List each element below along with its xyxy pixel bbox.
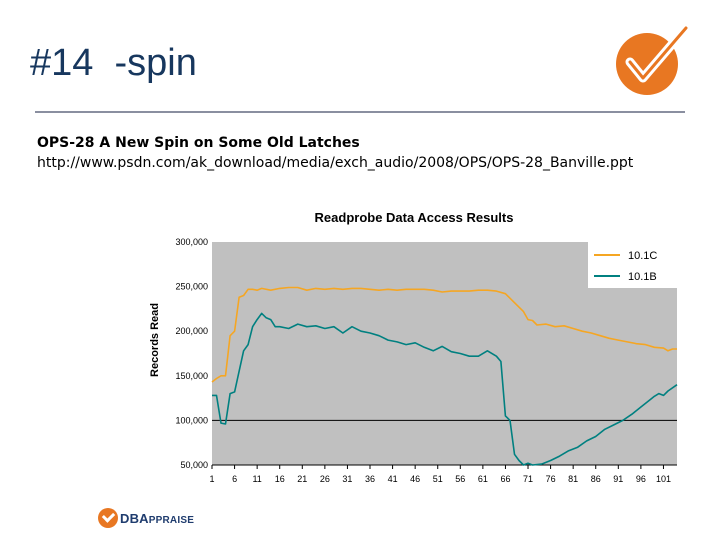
- x-tick-label: 11: [252, 474, 261, 484]
- x-tick-label: 76: [546, 474, 556, 484]
- x-tick-label: 46: [410, 474, 420, 484]
- dbappraise-logo: DBAPPRAISE: [98, 505, 194, 531]
- y-tick-label: 150,000: [175, 371, 208, 381]
- orange-circle-checkmark-icon: [616, 23, 691, 95]
- logo-text-main: DBA: [120, 510, 149, 526]
- presentation-reference: OPS-28 A New Spin on Some Old Latches: [37, 135, 360, 151]
- slide-body: OPS-28 A New Spin on Some Old Latches ht…: [37, 133, 633, 173]
- logo-text: DBAPPRAISE: [120, 511, 194, 526]
- series-line-10.1B: [212, 312, 678, 466]
- x-tick-label: 96: [636, 474, 646, 484]
- x-tick-label: 81: [568, 474, 578, 484]
- legend-label: 10.1B: [628, 271, 657, 283]
- readprobe-line-chart: Readprobe Data Access Results Records Re…: [149, 210, 678, 484]
- x-tick-label: 6: [232, 474, 237, 484]
- x-tick-label: 51: [433, 474, 443, 484]
- x-tick-label: 31: [342, 474, 352, 484]
- title-divider: [35, 111, 685, 113]
- x-tick-label: 16: [275, 474, 285, 484]
- x-tick-label: 101: [656, 474, 671, 484]
- presentation-url: http://www.psdn.com/ak_download/media/ex…: [37, 155, 634, 171]
- x-tick-label: 91: [613, 474, 623, 484]
- chart-title: Readprobe Data Access Results: [315, 210, 514, 225]
- x-tick-label: 21: [297, 474, 307, 484]
- orange-circle-checkmark-icon: [98, 508, 118, 528]
- y-tick-label: 50,000: [180, 460, 208, 470]
- x-tick-label: 26: [320, 474, 330, 484]
- logo-text-small: PPRAISE: [148, 514, 195, 526]
- x-tick-label: 56: [455, 474, 465, 484]
- y-tick-label: 200,000: [175, 326, 208, 336]
- x-tick-label: 1: [209, 474, 214, 484]
- x-tick-label: 86: [591, 474, 601, 484]
- x-tick-label: 71: [523, 474, 533, 484]
- y-tick-label: 100,000: [175, 415, 208, 425]
- slide-title: #14 -spin: [30, 42, 197, 84]
- y-axis-label: Records Read: [149, 303, 161, 377]
- x-tick-label: 41: [388, 474, 398, 484]
- x-tick-label: 61: [478, 474, 488, 484]
- y-tick-label: 250,000: [175, 282, 208, 292]
- legend-label: 10.1C: [628, 250, 657, 262]
- x-tick-label: 66: [500, 474, 510, 484]
- x-tick-label: 36: [365, 474, 375, 484]
- series-line-10.1C: [211, 286, 677, 383]
- y-tick-label: 300,000: [175, 237, 208, 247]
- legend-box: [588, 242, 677, 288]
